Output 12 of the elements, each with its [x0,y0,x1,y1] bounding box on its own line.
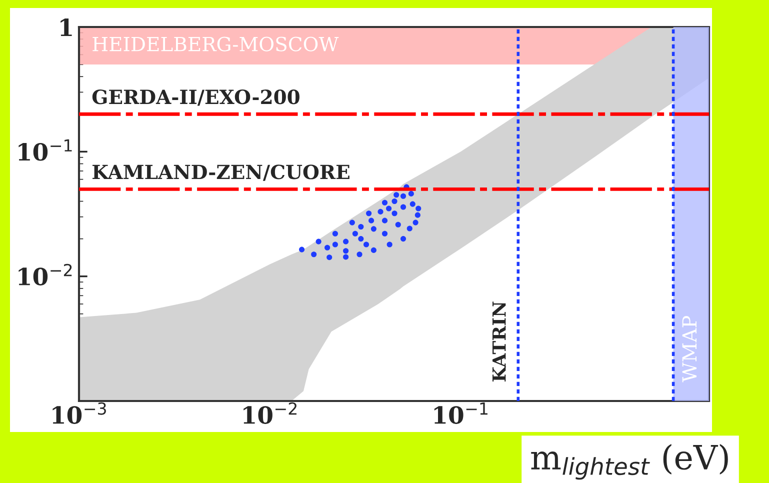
band-label: WMAP [682,316,697,382]
x-tick-label: 10$^{−2}$ [244,402,296,424]
y-tick-label: 10$^{−2}$ [18,264,72,286]
x-tick-label: 10$^{−1}$ [434,402,488,424]
y-tick-label: 1 [60,18,72,36]
ref-line-label: KAMLAND-ZEN/CUORE [92,164,350,181]
x-axis-title: m$_{lightest}$ (eV) [531,444,728,480]
ref-line-label: KATRIN [492,302,506,382]
x-tick-label: 10$^{−3}$ [52,402,106,424]
y-tick-label: 10$^{−1}$ [18,139,72,161]
band-label: HEIDELBERG-MOSCOW [92,36,339,52]
ref-line-label: GERDA-II/EXO-200 [92,90,300,106]
